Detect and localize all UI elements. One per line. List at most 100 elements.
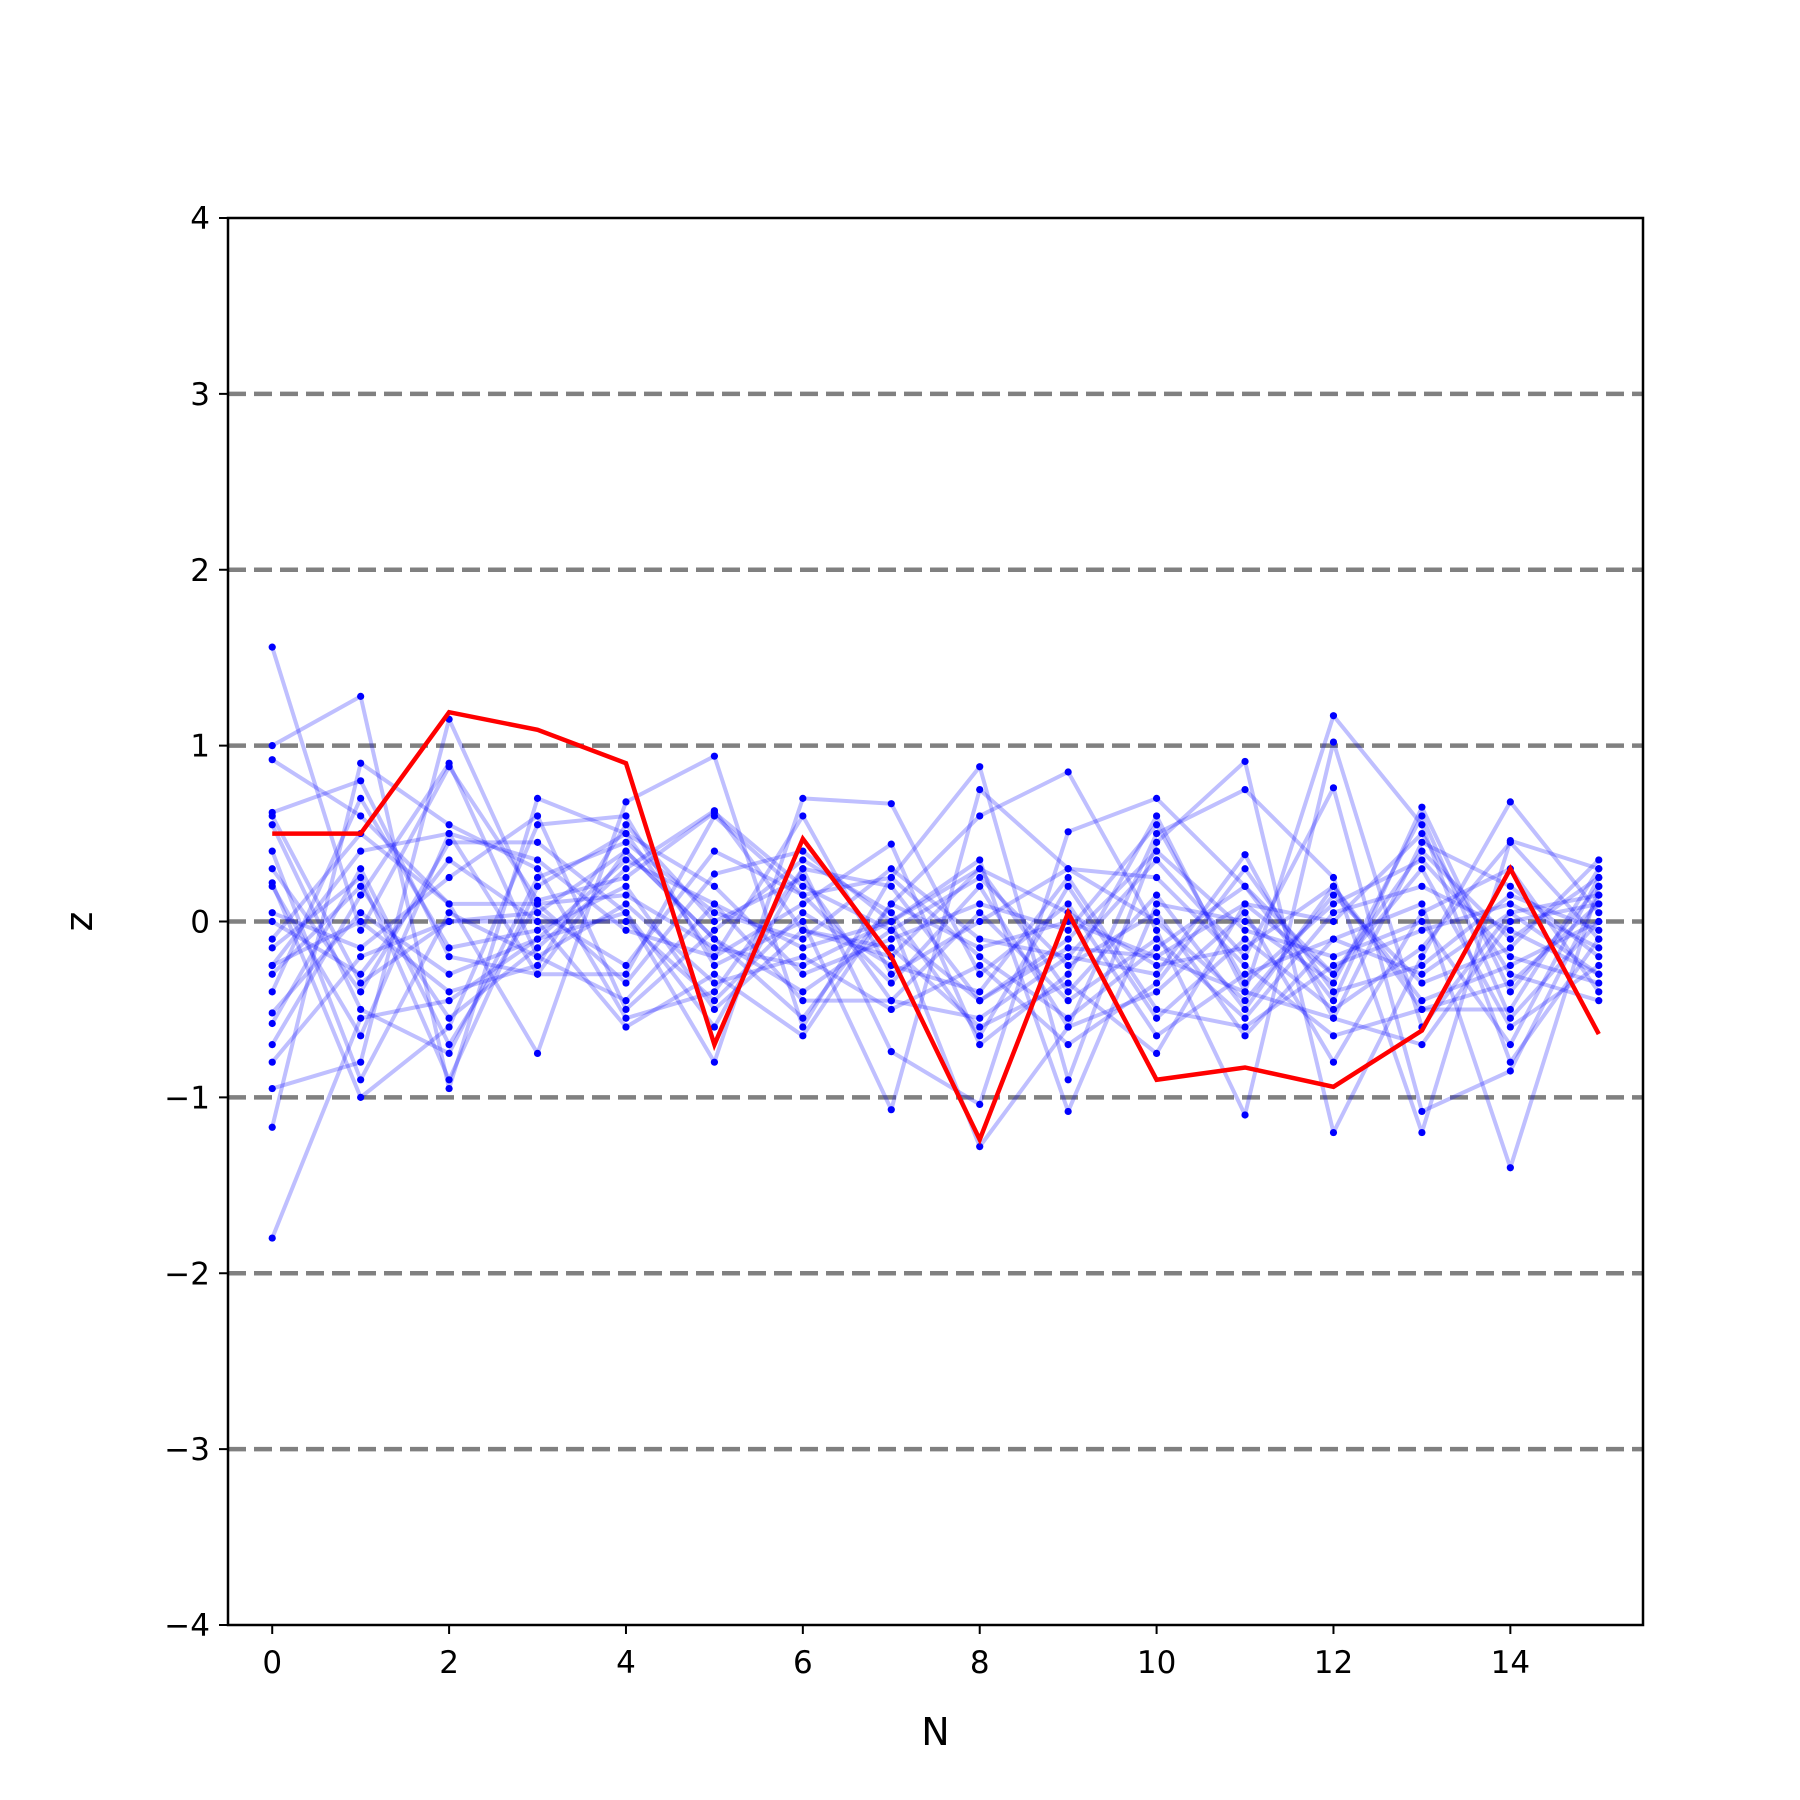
data-point: [622, 961, 630, 970]
data-point: [1064, 988, 1072, 996]
data-point: [1595, 891, 1603, 899]
data-point: [976, 785, 984, 794]
data-point: [1418, 1128, 1426, 1137]
data-point: [1595, 997, 1603, 1005]
data-point: [976, 1143, 984, 1151]
background-series-line: [270, 761, 1601, 1128]
data-point: [976, 988, 984, 996]
data-point: [976, 812, 984, 820]
data-point: [445, 1076, 453, 1084]
data-point: [1064, 828, 1072, 836]
data-point: [1329, 988, 1338, 996]
y-tick-label: 0: [190, 905, 210, 941]
data-point: [1241, 1014, 1249, 1022]
data-point: [1418, 882, 1426, 890]
data-point: [1241, 900, 1249, 908]
data-point: [1329, 891, 1338, 899]
data-point: [710, 917, 719, 926]
data-point: [533, 926, 542, 934]
data-point: [887, 944, 895, 952]
data-point: [887, 997, 895, 1005]
background-series-line: [270, 787, 1601, 1112]
reference-lines: [228, 391, 1643, 1452]
data-point: [710, 900, 719, 908]
data-point: [1418, 865, 1426, 873]
background-series-points: [268, 643, 1603, 1242]
data-point: [622, 865, 630, 873]
data-point: [1595, 909, 1603, 917]
data-point: [1152, 829, 1161, 838]
data-point: [445, 988, 453, 996]
data-point: [799, 1014, 807, 1022]
data-point: [357, 812, 365, 820]
data-point: [1595, 926, 1603, 934]
data-point: [268, 821, 276, 829]
background-series-line: [271, 694, 1601, 1091]
data-point: [622, 1005, 630, 1014]
data-point: [1506, 1023, 1514, 1031]
background-series-line: [271, 778, 1600, 1135]
data-point: [1418, 917, 1426, 926]
data-point: [976, 953, 984, 961]
data-point: [799, 961, 807, 970]
data-point: [799, 953, 807, 961]
data-point: [1418, 821, 1426, 829]
data-point: [357, 1005, 365, 1014]
data-point: [1064, 926, 1072, 934]
background-series-line: [271, 857, 1600, 1047]
data-point: [710, 882, 719, 890]
data-point: [1506, 935, 1514, 943]
data-point: [710, 1023, 719, 1031]
data-point: [357, 692, 365, 700]
data-point: [1152, 988, 1161, 996]
data-point: [1064, 768, 1072, 776]
data-point: [1329, 1014, 1338, 1022]
data-point: [976, 909, 984, 917]
data-point: [976, 917, 984, 926]
data-point: [268, 988, 276, 996]
data-point: [1241, 785, 1249, 794]
data-point: [710, 752, 719, 760]
data-point: [1418, 900, 1426, 908]
data-point: [1152, 794, 1161, 802]
data-point: [622, 821, 630, 829]
data-point: [1506, 1005, 1514, 1014]
data-point: [1329, 1058, 1338, 1066]
data-point: [445, 838, 453, 846]
data-point: [268, 1041, 276, 1049]
data-point: [445, 953, 453, 961]
data-point: [1506, 970, 1514, 978]
data-point: [710, 970, 719, 978]
data-point: [1152, 917, 1161, 926]
background-series-line: [270, 815, 1600, 1030]
data-point: [533, 909, 542, 917]
data-point: [533, 856, 542, 864]
data-point: [533, 961, 542, 970]
data-point: [533, 944, 542, 952]
data-point: [710, 997, 719, 1005]
background-series-line: [270, 831, 1601, 1149]
data-point: [1241, 944, 1249, 952]
data-point: [1064, 935, 1072, 943]
data-point: [357, 759, 365, 767]
data-point: [1064, 882, 1072, 890]
data-point: [357, 865, 365, 873]
data-point: [976, 763, 984, 771]
data-point: [799, 935, 807, 943]
data-point: [710, 953, 719, 961]
data-point: [887, 909, 895, 917]
data-point: [268, 643, 276, 651]
data-point: [1595, 917, 1603, 926]
data-point: [1506, 900, 1514, 908]
data-point: [268, 944, 276, 952]
data-point: [445, 759, 453, 767]
data-point: [1595, 935, 1603, 943]
data-point: [1506, 961, 1514, 970]
data-point: [976, 873, 984, 882]
data-point: [622, 812, 630, 820]
background-series-lines: [270, 646, 1601, 1239]
data-point: [357, 953, 365, 961]
data-point: [357, 891, 365, 899]
